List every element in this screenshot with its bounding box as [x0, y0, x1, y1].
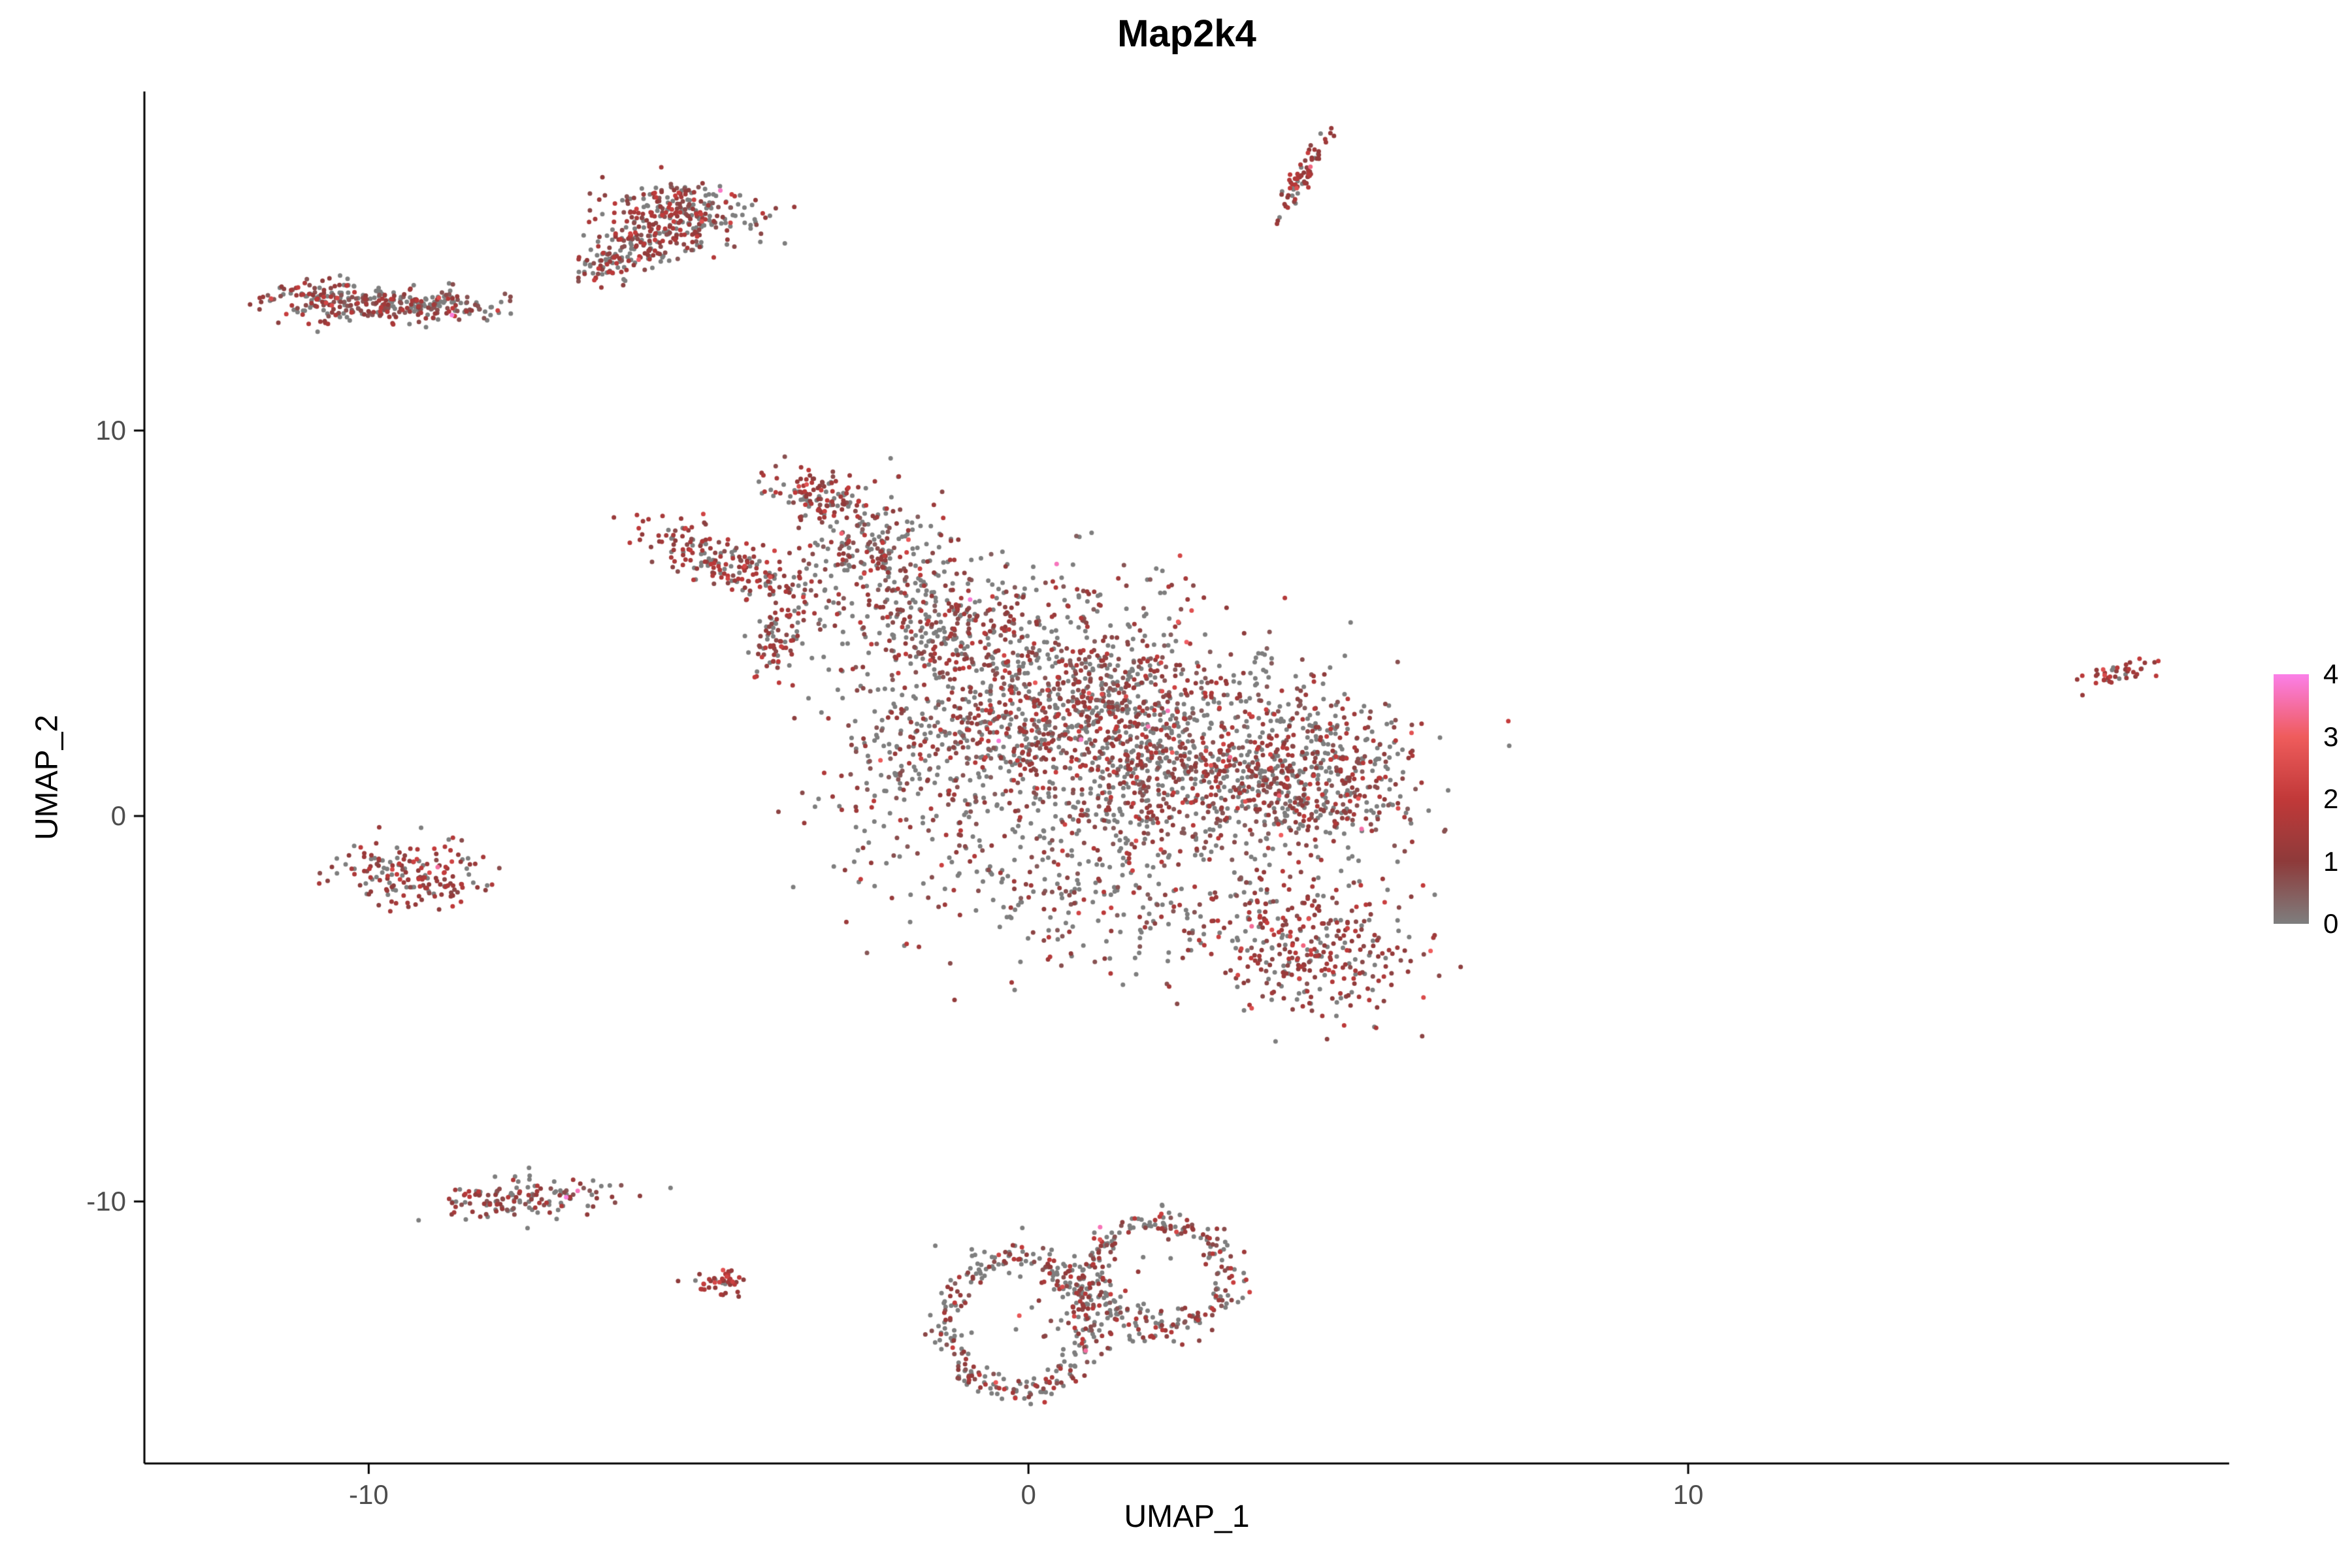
legend-tick-label: 4 [2323, 659, 2339, 689]
x-axis-label: UMAP_1 [1124, 1499, 1250, 1534]
y-tick-label: -10 [86, 1185, 126, 1217]
colorbar-legend [2274, 674, 2309, 924]
legend-tick-label: 1 [2323, 845, 2339, 877]
legend-tick-label: 0 [2323, 908, 2339, 939]
x-tick-label: 0 [1021, 1479, 1036, 1510]
x-tick-label: 10 [1673, 1479, 1704, 1510]
plot-title: Map2k4 [1117, 12, 1256, 55]
legend-tick-label: 3 [2323, 721, 2339, 752]
y-tick-label: 0 [110, 800, 126, 831]
legend-tick-label: 2 [2323, 783, 2339, 814]
x-tick-label: -10 [348, 1479, 389, 1510]
y-tick-label: 10 [95, 415, 126, 446]
